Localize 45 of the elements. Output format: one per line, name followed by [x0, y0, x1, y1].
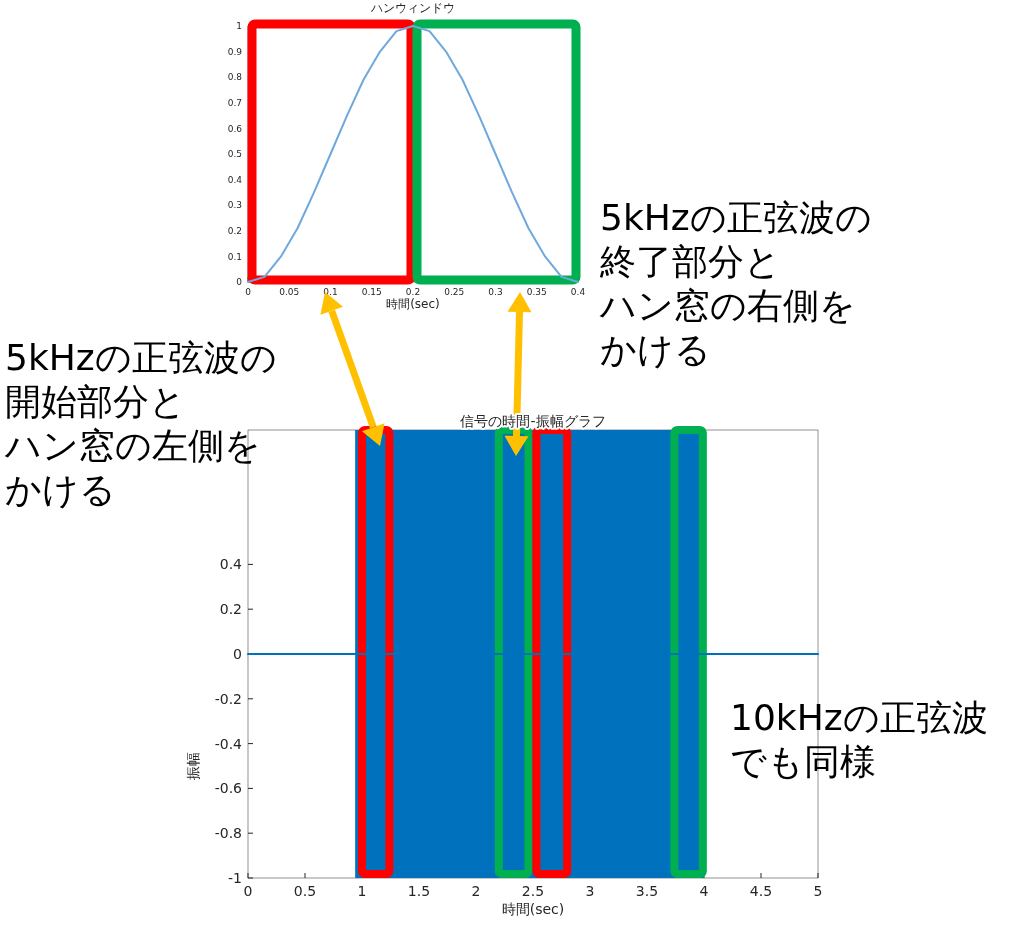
annotation: 5kHzの正弦波の開始部分とハン窓の左側をかける — [5, 337, 277, 510]
x-tick-label: 0.5 — [293, 883, 317, 899]
y-tick-label: -0.4 — [214, 735, 243, 752]
x-tick-label: 0.25 — [444, 287, 465, 297]
x-tick-label: 3 — [585, 883, 595, 899]
x-tick-label: 0.3 — [488, 287, 503, 297]
y-tick-label: -1 — [228, 869, 242, 886]
y-tick-label: 0 — [236, 277, 243, 288]
x-tick-label: 0.05 — [279, 287, 300, 297]
y-tick-label: 0.8 — [227, 72, 243, 83]
y-tick-label: 0.3 — [227, 200, 242, 211]
y-tick-label: 0.7 — [227, 97, 242, 108]
y-tick-label: -0.2 — [214, 690, 242, 707]
y-tick-label: 0.6 — [227, 123, 243, 134]
x-tick-label: 4.5 — [749, 883, 773, 899]
x-axis-title: 時間(sec) — [386, 297, 440, 311]
x-tick-label: 0.4 — [570, 287, 586, 297]
y-tick-label: -0.8 — [214, 825, 242, 842]
annotation: 10kHzの正弦波でも同様 — [730, 697, 988, 782]
y-tick-label: 0.4 — [227, 174, 243, 185]
x-tick-label: 0.15 — [361, 287, 382, 297]
x-tick-label: 0 — [245, 287, 252, 297]
x-tick-label: 4 — [699, 883, 709, 899]
x-tick-label: 1.5 — [407, 883, 431, 899]
y-axis-title: 振幅 — [185, 752, 201, 780]
x-tick-label: 3.5 — [635, 883, 659, 899]
y-tick-label: 0.9 — [227, 46, 243, 57]
y-tick-label: 0.2 — [227, 225, 242, 236]
annotation: 5kHzの正弦波の終了部分とハン窓の右側をかける — [600, 197, 872, 370]
y-tick-label: 0.2 — [219, 601, 242, 618]
x-tick-label: 5 — [813, 883, 823, 899]
x-tick-label: 0.2 — [405, 287, 421, 297]
y-tick-label: 1 — [236, 21, 242, 32]
x-tick-label: 2.5 — [521, 883, 545, 899]
line-series — [247, 25, 579, 283]
x-tick-label: 0.35 — [526, 287, 547, 297]
chart-title: ハンウィンドウ — [370, 1, 455, 15]
y-tick-label: 0.1 — [227, 251, 242, 262]
y-tick-label: 0 — [233, 645, 242, 662]
x-tick-label: 1 — [357, 883, 367, 899]
x-axis-title: 時間(sec) — [501, 901, 565, 917]
y-tick-label: 0.5 — [227, 149, 242, 160]
x-tick-label: 2 — [471, 883, 481, 899]
y-tick-label: -0.6 — [214, 780, 243, 797]
y-tick-label: 0.4 — [219, 556, 243, 573]
